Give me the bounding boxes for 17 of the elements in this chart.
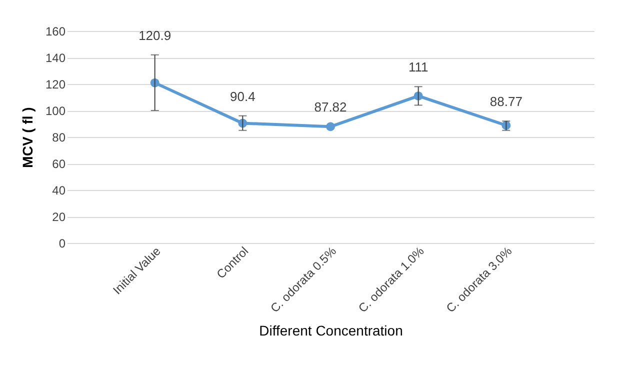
- y-tick-label: 80: [52, 130, 66, 144]
- y-tick-label: 140: [45, 51, 66, 65]
- point: [326, 122, 335, 132]
- y-axis-title: MCV ( fl ): [19, 107, 36, 168]
- data-label: 87.82: [314, 100, 347, 115]
- data-label: 111: [408, 60, 428, 75]
- data-label: 90.4: [230, 88, 256, 104]
- data-label: 120.9: [138, 28, 172, 43]
- y-tick-label: 40: [52, 184, 66, 198]
- y-tick-label: 160: [45, 24, 66, 38]
- y-tick-label: 20: [52, 210, 66, 224]
- y-tick-label: 120: [45, 78, 66, 92]
- y-tick-label: 100: [45, 104, 66, 118]
- y-tick-label: 0: [58, 236, 66, 250]
- x-axis-title: Different Concentration: [259, 322, 403, 339]
- y-tick-label: 60: [52, 157, 66, 171]
- data-label: 88.77: [490, 94, 522, 110]
